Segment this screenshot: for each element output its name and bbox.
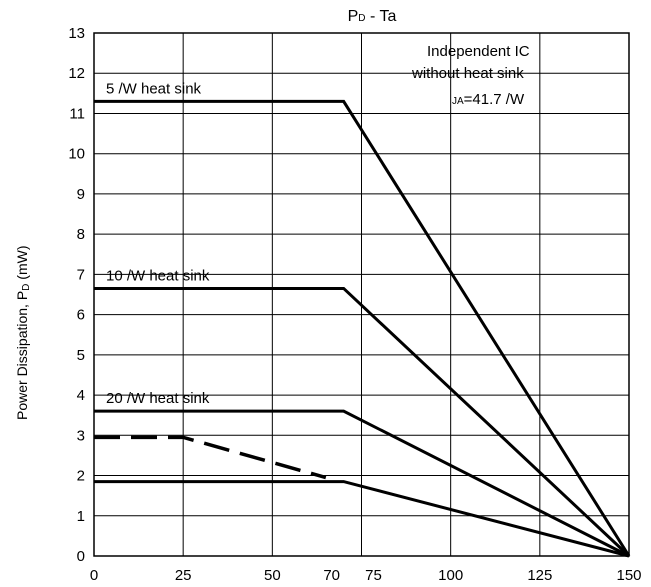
y-tick-label: 3	[77, 427, 85, 444]
annotation: Independent IC without heat sink JA=41.7…	[411, 43, 530, 108]
y-tick-label: 1	[77, 508, 85, 525]
y-tick-label: 4	[77, 387, 85, 404]
plot-frame	[93, 32, 630, 557]
x-tick-label: 150	[616, 567, 641, 584]
series-line-dashed	[94, 435, 327, 480]
y-tick-label: 5	[77, 347, 85, 364]
series-labels: 5 /W heat sink 10 /W heat sink 20 /W heat …	[106, 80, 210, 407]
x-tick-label: 100	[438, 567, 463, 584]
series-lines	[94, 99, 631, 558]
y-tick-label: 0	[77, 548, 85, 565]
annotation-line-2: without heat sink	[411, 65, 524, 82]
y-tick-label: 11	[69, 105, 85, 122]
series-line-noheatsink	[94, 480, 630, 558]
y-tick-label: 7	[77, 266, 85, 283]
x-tick-label: 75	[365, 567, 382, 584]
series-line-hs5	[94, 99, 631, 557]
y-tick-label: 6	[77, 307, 85, 324]
annotation-subscript: JA	[452, 96, 464, 107]
title-rest: - Ta	[366, 8, 397, 25]
title-subscript: D	[358, 13, 365, 24]
title-main: P	[348, 8, 359, 25]
series-line-hs10	[94, 286, 631, 558]
y-axis-label: Power Dissipation, PD (mW)	[14, 246, 32, 421]
series-line-hs20	[94, 409, 630, 558]
annotation-line-1: Independent IC	[427, 43, 530, 60]
x-tick-label: 125	[527, 567, 552, 584]
y-tick-label: 13	[68, 25, 85, 42]
y-tick-label: 8	[77, 226, 85, 243]
grid	[94, 33, 629, 556]
y-tick-label: 12	[68, 65, 85, 82]
y-tick-label: 10	[68, 146, 85, 163]
series-label-hs10: 10 /W heat sink	[106, 267, 210, 284]
x-tick-label: 50	[264, 567, 281, 584]
y-tick-label: 2	[77, 468, 85, 485]
y-tick-label: 9	[77, 186, 85, 203]
x-tick-label: 70	[323, 567, 340, 584]
x-tick-label: 0	[90, 567, 98, 584]
series-label-hs20: 20 /W heat sink	[106, 390, 210, 407]
annotation-line-3: JA=41.7 /W	[452, 91, 525, 108]
series-label-hs5: 5 /W heat sink	[106, 80, 202, 97]
annotation-value: =41.7 /W	[464, 91, 525, 108]
x-tick-label: 25	[175, 567, 192, 584]
chart-title: PD - Ta	[348, 8, 397, 25]
